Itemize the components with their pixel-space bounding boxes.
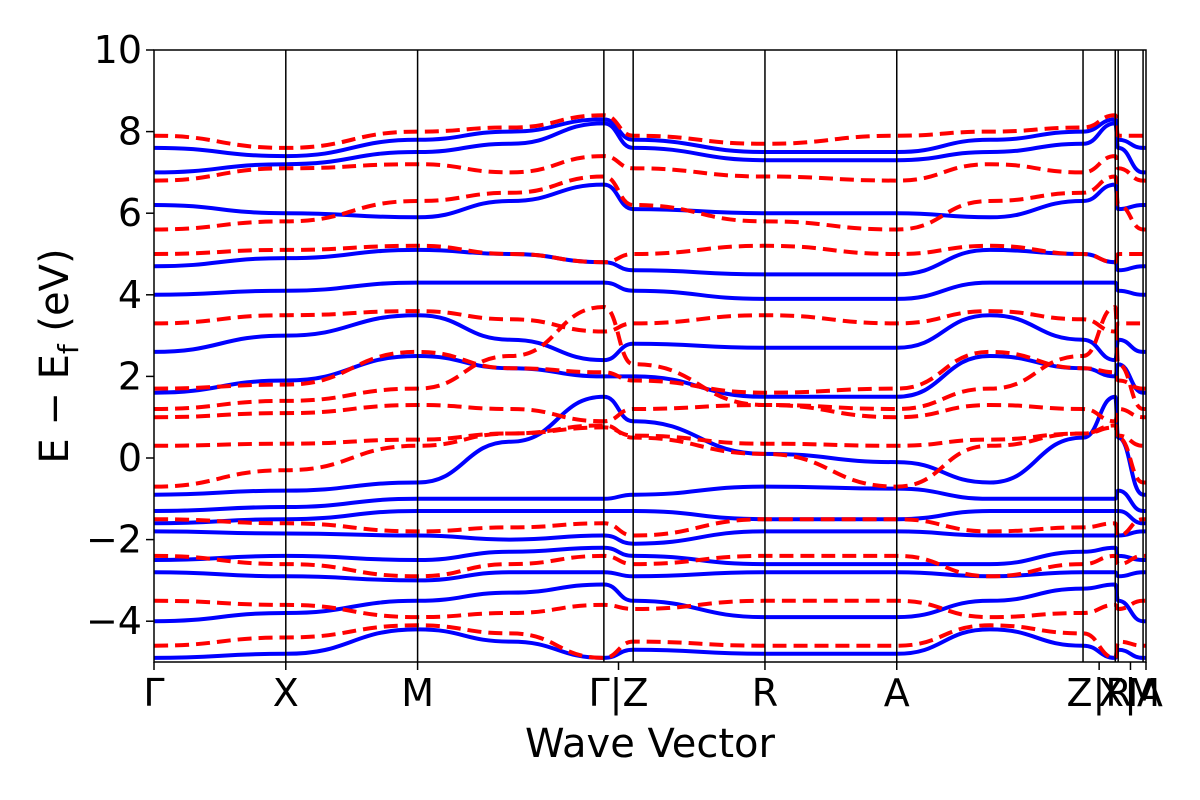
y-axis-title-unit: (eV) [32, 248, 78, 344]
y-axis-title-main: E − E [32, 354, 78, 464]
y-tick-label: 0 [118, 436, 142, 480]
band-line-series-0-2 [154, 508, 1146, 526]
x-tick-label: A [884, 671, 910, 715]
band-line-series-1-12 [154, 154, 1146, 183]
x-axis-ticks: Γ X M Γ|Z R A Z|RX|AM [143, 662, 1163, 716]
kpoint-separators [285, 50, 1144, 662]
y-tick-label: −2 [86, 518, 142, 562]
band-line-series-1-2 [154, 402, 1146, 424]
band-lines [154, 113, 1146, 660]
band-line-series-1-13 [154, 113, 1146, 150]
x-tick-label: X|A [1098, 671, 1163, 716]
x-tick-label: Z|R [1067, 671, 1132, 716]
x-axis-title: Wave Vector [525, 721, 776, 767]
y-tick-label: 4 [118, 273, 142, 317]
band-line-series-0-8 [154, 353, 1146, 399]
plot-frame [153, 49, 1147, 663]
y-axis-title-subscript: f [52, 343, 85, 354]
band-line-series-0-4 [154, 545, 1146, 567]
band-line-series-1-11 [154, 174, 1146, 232]
band-line-series-0-11 [154, 247, 1146, 277]
x-tick-label: M [401, 671, 434, 715]
band-line-series-1-7 [154, 553, 1146, 579]
y-tick-label: 2 [118, 354, 142, 398]
y-tick-label: 10 [94, 28, 142, 72]
band-line-series-0-10 [154, 280, 1146, 301]
band-line-series-1-0 [154, 423, 1146, 489]
x-tick-label: Γ|Z [589, 671, 649, 716]
y-tick-label: 6 [118, 191, 142, 235]
y-tick-label: 8 [118, 110, 142, 154]
x-tick-label: M [1127, 671, 1160, 715]
x-tick-label: X [273, 671, 299, 715]
y-axis-title: E − Ef (eV) [32, 248, 85, 463]
y-tick-label: −4 [86, 599, 142, 643]
y-axis-ticks: −4 −2 0 2 4 6 8 10 [86, 28, 154, 643]
x-tick-label: Γ [143, 671, 164, 715]
band-line-series-0-1 [154, 484, 1146, 513]
x-tick-label: R [752, 671, 778, 715]
